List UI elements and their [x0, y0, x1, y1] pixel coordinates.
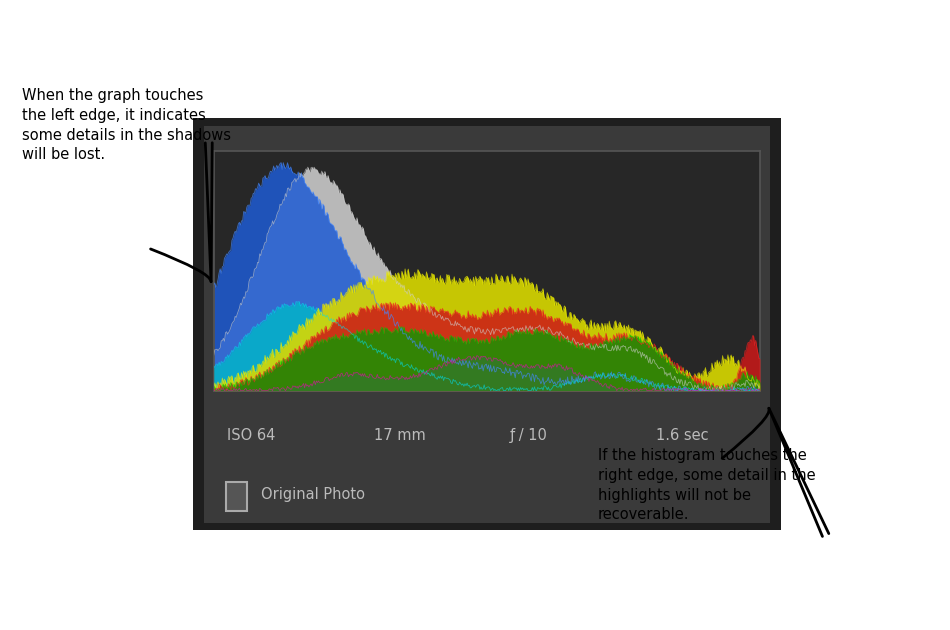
FancyBboxPatch shape: [226, 482, 247, 511]
Text: 17 mm: 17 mm: [373, 428, 426, 443]
Text: ƒ / 10: ƒ / 10: [509, 428, 547, 443]
Text: 1.6 sec: 1.6 sec: [656, 428, 709, 443]
Text: If the histogram touches the
right edge, some detail in the
highlights will not : If the histogram touches the right edge,…: [598, 448, 816, 522]
Text: When the graph touches
the left edge, it indicates
some details in the shadows
w: When the graph touches the left edge, it…: [22, 88, 231, 163]
Text: ISO 64: ISO 64: [227, 428, 276, 443]
Text: Original Photo: Original Photo: [260, 486, 365, 501]
